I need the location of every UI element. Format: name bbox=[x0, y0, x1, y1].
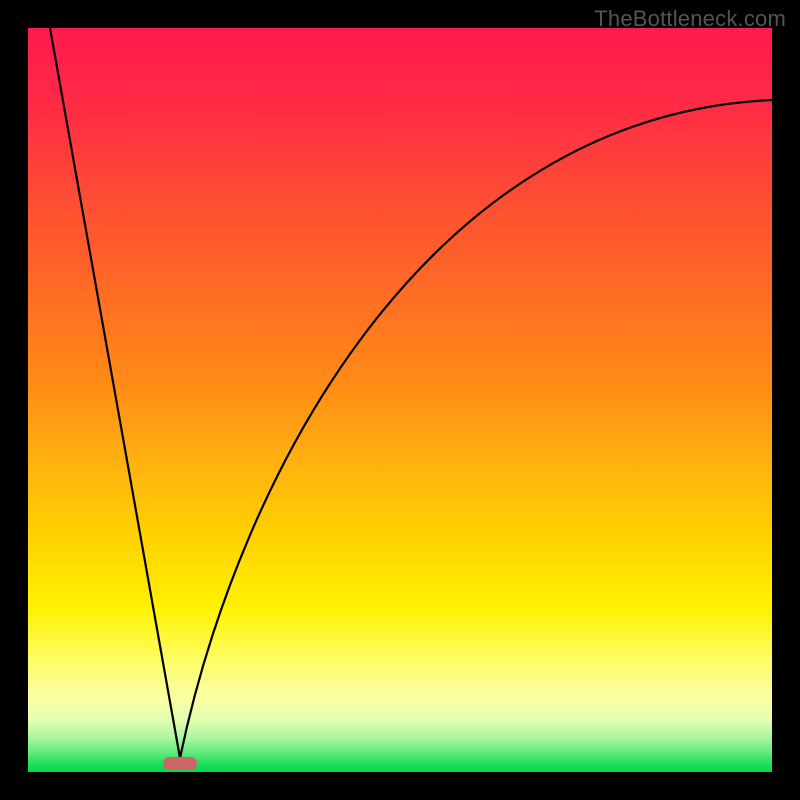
attribution-label: TheBottleneck.com bbox=[594, 6, 786, 32]
chart-svg bbox=[0, 0, 800, 800]
plot-background bbox=[28, 28, 772, 772]
minimum-marker bbox=[163, 757, 197, 770]
